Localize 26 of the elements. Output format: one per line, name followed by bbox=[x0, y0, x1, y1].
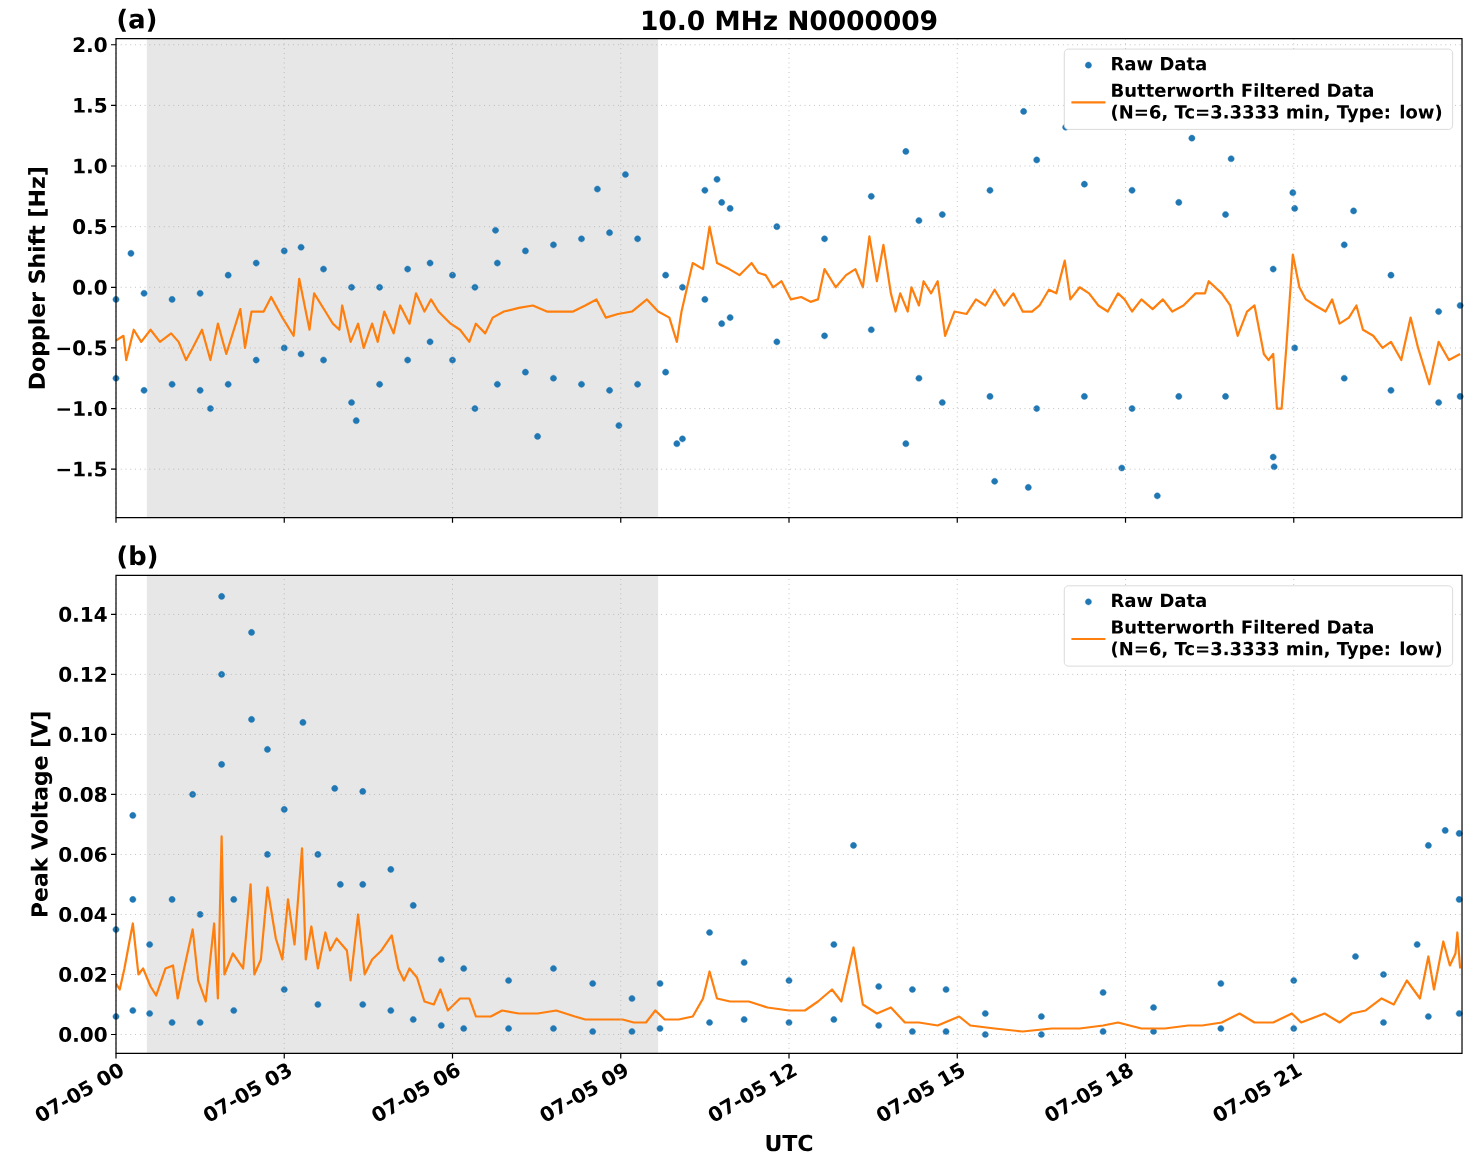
y-tick-label: 0.10 bbox=[59, 726, 107, 742]
text: (b) bbox=[118, 545, 157, 569]
y-tick-label: 0.06 bbox=[59, 846, 107, 863]
y-tick-label: −1.5 bbox=[57, 461, 107, 477]
y-tick-label: 1.5 bbox=[74, 97, 107, 113]
y-tick-label: 0.14 bbox=[59, 606, 107, 622]
y-axis-title: Doppler Shift [Hz] bbox=[28, 168, 50, 389]
text: (a) bbox=[118, 8, 156, 32]
x-axis-title: UTC bbox=[766, 1134, 813, 1152]
y-tick-label: 0.0 bbox=[73, 279, 107, 295]
y-tick-label: 0.04 bbox=[59, 906, 107, 923]
y-tick-label: −0.5 bbox=[57, 340, 107, 356]
y-tick-label: 2.0 bbox=[73, 37, 107, 53]
y-tick-label: 0.12 bbox=[59, 666, 106, 682]
y-tick-label: −1.0 bbox=[57, 400, 107, 417]
y-tick-label: 0.02 bbox=[59, 966, 106, 983]
y-tick-label: 1.0 bbox=[74, 158, 107, 174]
legend-label: Raw Data bbox=[1112, 593, 1206, 608]
chart-title: 10.0 MHz N0000009 bbox=[643, 10, 937, 31]
legend-label: Butterworth Filtered Data (N=6, Tc=3.3333 min, Type: low) bbox=[1112, 619, 1442, 660]
legend-label: Butterworth Filtered Data (N=6, Tc=3.3333 min, Type: low) bbox=[1112, 83, 1442, 123]
y-axis-title: Peak Voltage [V] bbox=[30, 712, 53, 917]
y-tick-label: 0.08 bbox=[59, 786, 107, 803]
y-tick-label: 0.5 bbox=[73, 219, 107, 235]
legend-label: Raw Data bbox=[1112, 57, 1206, 71]
y-tick-label: 0.00 bbox=[59, 1026, 107, 1043]
